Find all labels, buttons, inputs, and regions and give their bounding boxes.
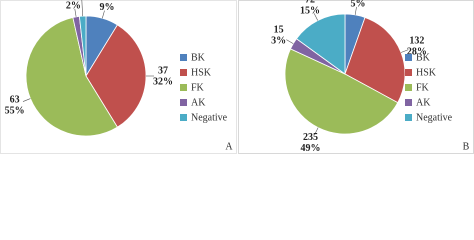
leader-line (400, 49, 409, 53)
data-label: 15 (274, 24, 284, 35)
panel-label: A (225, 141, 233, 152)
legend-label: BK (416, 52, 431, 63)
data-label: 132 (409, 36, 424, 47)
pie-slice (78, 15, 87, 77)
legend-label: Negative (191, 112, 228, 123)
legend-label: AK (191, 97, 206, 108)
legend-swatch (180, 84, 187, 91)
pie-slice (25, 16, 118, 137)
data-label: 10 (102, 0, 112, 2)
legend-label: FK (416, 82, 430, 93)
legend-label: AK (416, 97, 431, 108)
percent-label: 9% (99, 2, 114, 13)
percent-label: 3% (271, 35, 286, 46)
data-label: 37 (158, 65, 168, 76)
leader-line (314, 127, 319, 135)
data-label: 235 (303, 132, 318, 143)
legend-swatch (180, 69, 187, 76)
percent-label: 2% (66, 0, 81, 11)
leader-line (81, 0, 83, 17)
percent-label: 15% (300, 6, 320, 17)
legend-swatch (180, 99, 187, 106)
panel-label: B (463, 141, 470, 152)
legend-swatch (405, 84, 412, 91)
data-label: 63 (10, 94, 20, 105)
legend-label: FK (191, 82, 205, 93)
legend-swatch (405, 54, 412, 61)
percent-label: 32% (153, 76, 173, 87)
legend-label: BK (191, 52, 206, 63)
pie-slice (85, 24, 147, 128)
pie-slice (344, 16, 406, 104)
legend-swatch (180, 114, 187, 121)
percent-label: 5% (351, 0, 366, 9)
figure: 109%3732%6355%22%22%BKHSKFKAKNegativeA26… (0, 0, 474, 154)
legend-label: HSK (191, 67, 212, 78)
leader-line (286, 39, 294, 44)
pie-slice (295, 13, 346, 75)
leader-line (354, 6, 357, 15)
legend-swatch (180, 54, 187, 61)
data-label: 72 (305, 0, 315, 6)
legend-swatch (405, 114, 412, 121)
percent-label: 55% (5, 105, 25, 116)
panel-frame (0, 0, 237, 154)
leader-line (102, 10, 105, 19)
percent-label: 28% (407, 47, 427, 58)
leader-line (22, 98, 31, 102)
leader-line (313, 13, 319, 21)
leader-line (74, 8, 77, 17)
pie-slice (284, 48, 399, 135)
legend-swatch (405, 69, 412, 76)
legend-label: Negative (416, 112, 453, 123)
legend-swatch (405, 99, 412, 106)
percent-label: 49% (300, 143, 320, 154)
legend-label: HSK (416, 67, 437, 78)
